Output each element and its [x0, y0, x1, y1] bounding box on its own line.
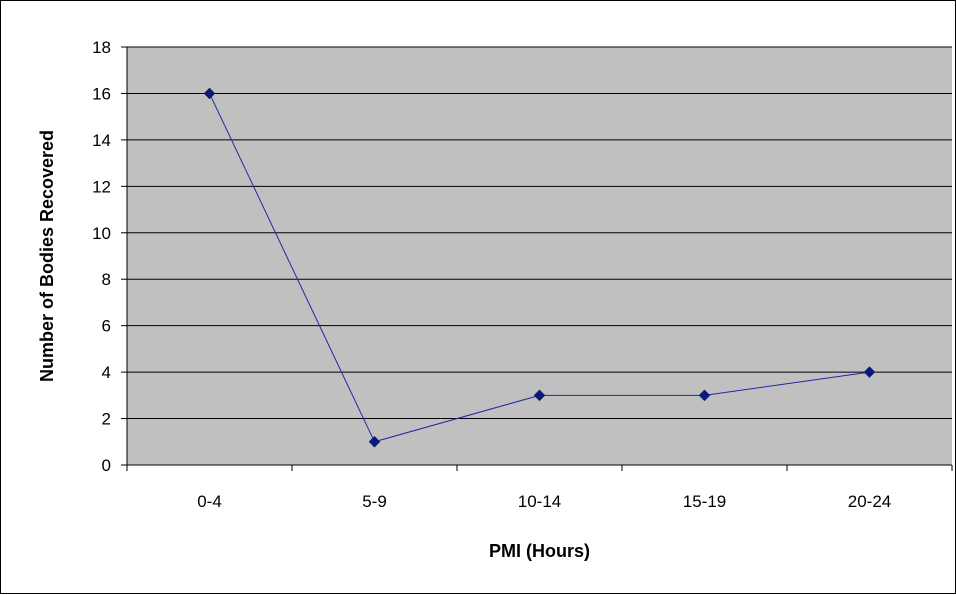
y-tick-label: 8	[102, 270, 111, 289]
x-tick-label: 5-9	[362, 492, 387, 511]
data-series	[203, 87, 876, 448]
y-tick-label: 16	[92, 84, 111, 103]
x-tick-label: 15-19	[683, 492, 726, 511]
data-point-marker	[533, 389, 546, 402]
y-axis-title: Number of Bodies Recovered	[37, 130, 57, 382]
data-point-marker	[863, 366, 876, 378]
y-tick-label: 6	[102, 317, 111, 336]
x-tick-label: 0-4	[197, 492, 222, 511]
y-tick-label: 12	[92, 177, 111, 196]
data-point-marker	[203, 87, 216, 100]
plot-area	[127, 47, 952, 465]
data-point-marker	[368, 435, 381, 448]
x-axis-title: PMI (Hours)	[489, 541, 590, 561]
y-tick-label: 18	[92, 38, 111, 57]
data-point-marker	[698, 389, 711, 402]
x-tick-label: 10-14	[518, 492, 561, 511]
x-tick-label: 20-24	[848, 492, 891, 511]
y-tick-label: 10	[92, 224, 111, 243]
y-axis-ticks: 0 2 4 6 8 10 12 14 16 18	[92, 38, 127, 475]
y-tick-label: 2	[102, 410, 111, 429]
x-axis-ticks: 0-4 5-9 10-14 15-19 20-24	[126, 465, 953, 511]
y-tick-label: 4	[102, 363, 111, 382]
y-tick-label: 0	[102, 456, 111, 475]
y-tick-label: 14	[92, 131, 111, 150]
gridlines	[127, 46, 952, 420]
axes	[126, 47, 952, 466]
